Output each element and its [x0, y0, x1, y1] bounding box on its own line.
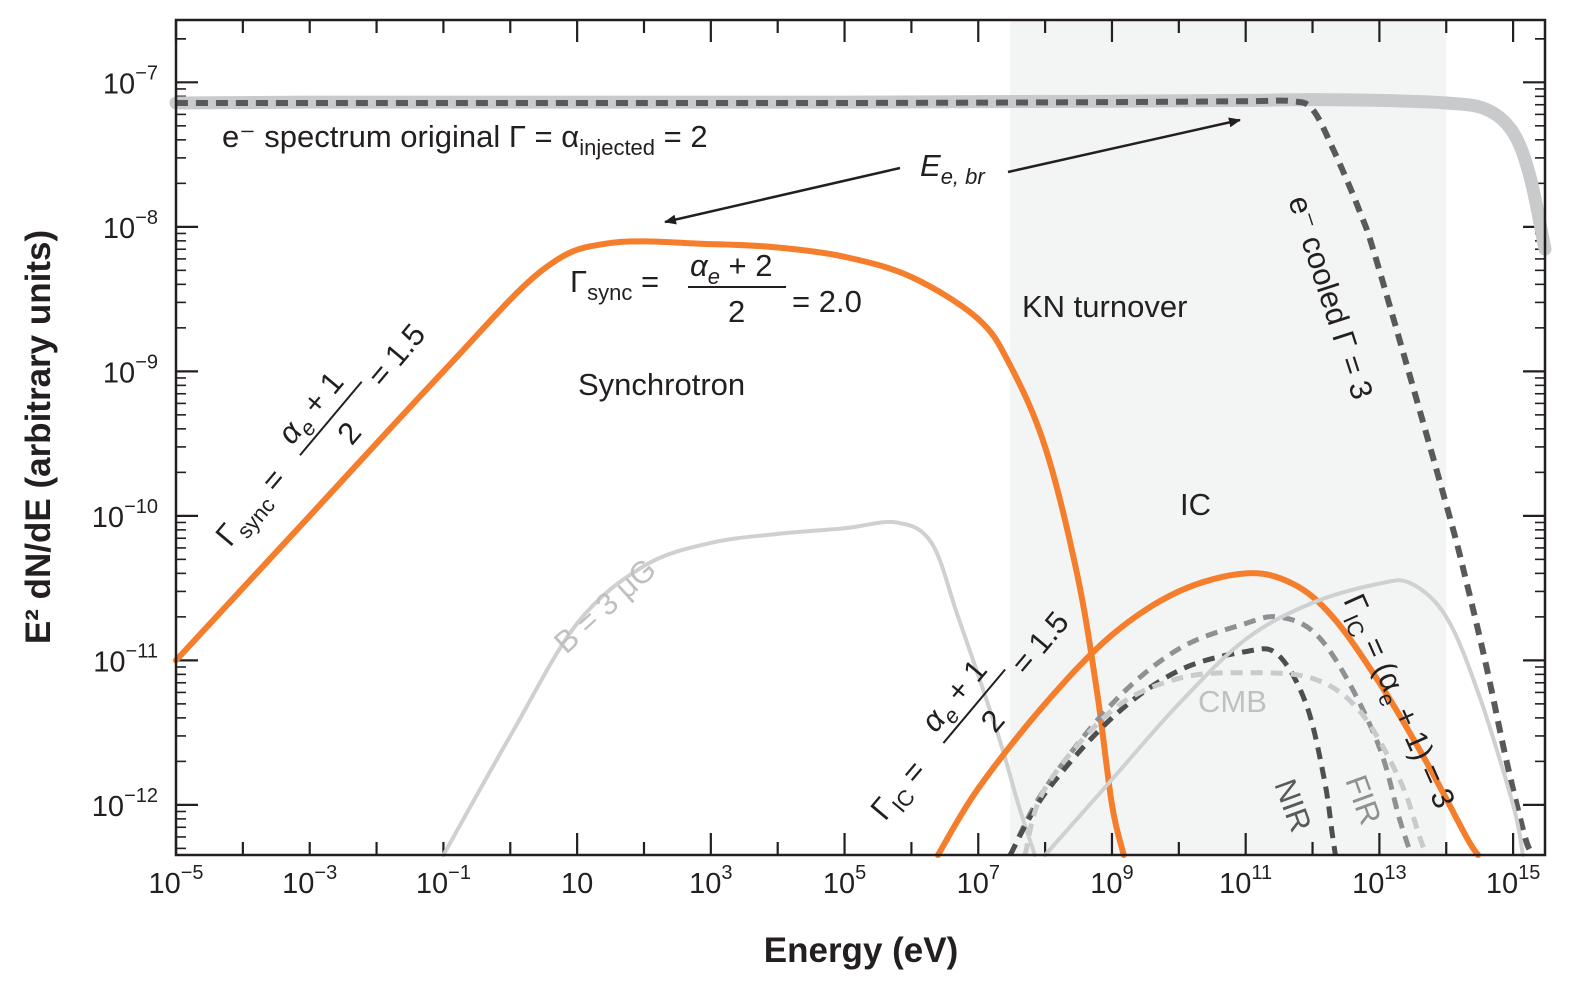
svg-text:2: 2 — [728, 294, 745, 329]
series-line-6 — [1008, 646, 1338, 857]
svg-text:2: 2 — [974, 703, 1012, 739]
plot-frame — [174, 18, 1547, 857]
annotation-original-spectrum: e⁻ spectrum original Γ = αinjected = 2 — [222, 119, 708, 160]
series-line-8 — [1043, 578, 1525, 857]
x-tick-label: 105 — [823, 862, 866, 900]
annotation-cmb: CMB — [1198, 684, 1267, 719]
svg-text:= 2.0: = 2.0 — [792, 284, 862, 319]
svg-text:ΓIC =: ΓIC = — [864, 754, 938, 831]
y-axis-label: E² dN/dE (arbitrary units) — [19, 230, 58, 644]
svg-text:= 1.5: = 1.5 — [361, 317, 433, 393]
x-tick-label: 1011 — [1219, 862, 1272, 900]
y-tick-label: 10−9 — [103, 351, 158, 389]
series-line-1 — [176, 97, 1536, 857]
kn-turnover-region — [1010, 20, 1447, 855]
x-tick-label: 10−1 — [416, 862, 471, 900]
y-tick-label: 10−12 — [92, 785, 158, 823]
series-line-2 — [173, 238, 1127, 858]
ebr-arrow-right — [1007, 117, 1241, 174]
annotation-kn-turnover: KN turnover — [1022, 289, 1187, 324]
series-line-3 — [441, 519, 1037, 857]
y-tick-label: 10−10 — [92, 496, 158, 534]
series-line-5 — [1007, 614, 1414, 857]
y-tick-label: 10−11 — [93, 640, 158, 678]
y-tick-label: 10−7 — [103, 62, 158, 100]
ebr-arrows — [664, 117, 1241, 225]
series-line-7 — [1022, 670, 1429, 856]
annotation-bfield: B = 3 μG — [547, 551, 662, 660]
x-tick-label: 107 — [957, 862, 1000, 900]
x-axis-label: Energy (eV) — [764, 931, 959, 970]
annotation-gamma-sync-15: Γsync = αe + 1 2 = 1.5 — [209, 317, 433, 553]
svg-text:2: 2 — [330, 415, 368, 451]
annotation-ebr: Ee, br — [920, 148, 986, 189]
x-tick-label: 109 — [1090, 862, 1133, 900]
x-tick-label: 103 — [689, 862, 732, 900]
annotation-ic: IC — [1180, 487, 1211, 522]
svg-text:αe + 2: αe + 2 — [690, 248, 773, 289]
ebr-arrow-left — [664, 166, 901, 225]
svg-text:Γsync =: Γsync = — [570, 264, 659, 305]
tick-labels: 10−5 10−3 10−1 10 103 105 107 109 1011 1013 1015 10… — [92, 62, 1541, 900]
x-tick-label: 10−3 — [282, 862, 337, 900]
y-tick-label: 10−8 — [103, 207, 158, 245]
annotation-synchrotron: Synchrotron — [578, 367, 745, 402]
x-tick-label: 10 — [561, 868, 593, 900]
annotation-gamma-sync-2: Γsync = αe + 2 2 = 2.0 — [570, 248, 862, 329]
spectrum-curves — [169, 93, 1552, 858]
x-tick-label: 1013 — [1352, 862, 1407, 900]
x-tick-label: 10−5 — [148, 862, 203, 900]
x-tick-label: 1015 — [1486, 862, 1541, 900]
series-line-4 — [935, 570, 1482, 858]
